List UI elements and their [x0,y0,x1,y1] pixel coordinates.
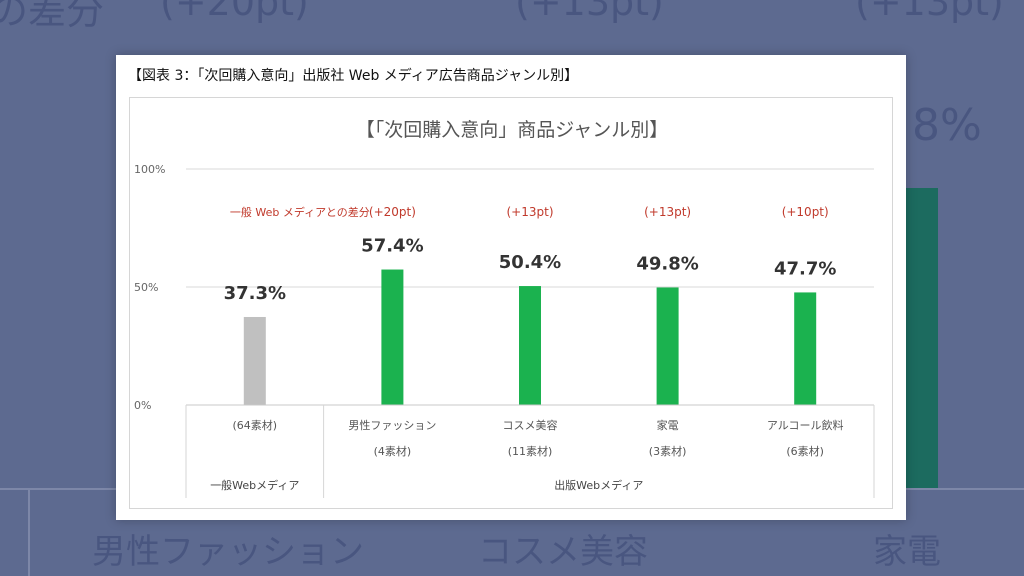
y-tick-label: 50% [134,281,158,294]
bg-category-3: 家電 [873,532,941,572]
bar-1 [381,269,404,405]
bg-category-2: コスメ美容 [478,532,648,572]
bg-diff-value-2: (+13pt) [515,0,664,24]
bar-2 [519,286,541,405]
chart-frame: 【「次回購入意向」商品ジャンル別】 0% 50% 100% 37.3% 一般 Web メデ… [129,97,893,509]
category-label: 男性ファッション [348,418,436,432]
y-tick-label: 100% [134,163,165,176]
figure-caption: 【図表 3：「次回購入意向」出版社 Web メディア広告商品ジャンル別】 [128,68,579,84]
group-label: 一般Webメディア [210,478,299,492]
bar-4 [794,292,817,405]
bg-bar [906,188,938,488]
bar-value-label: 37.3% [224,283,286,304]
diff-label: (+13pt) [506,205,553,219]
bg-category-1: 男性ファッション [92,532,364,572]
bar-3 [656,287,679,405]
diff-label: (+20pt) [369,205,416,219]
bg-diff-label: の差分 [0,0,105,33]
bar-0 [243,316,266,405]
bar-value-label: 50.4% [499,252,561,273]
bar-chart: 【「次回購入意向」商品ジャンル別】 0% 50% 100% 37.3% 一般 Web メデ… [134,119,875,498]
group-label: 出版Webメディア [554,478,643,492]
bg-divider [28,490,30,576]
bar-value-label: 47.7% [774,258,836,279]
category-label: (64素材) [233,418,278,432]
bg-diff-value-1: (+20pt) [160,0,309,24]
y-tick-label: 0% [134,399,151,412]
diff-label: (+13pt) [644,205,691,219]
category-sublabel: (4素材) [374,444,412,458]
chart-title: 【「次回購入意向」商品ジャンル別】 [356,119,669,141]
diff-label: (+10pt) [782,205,829,219]
category-label: コスメ美容 [503,418,558,432]
category-label: アルコール飲料 [767,418,844,432]
category-label: 家電 [657,418,679,432]
bar-value-label: 49.8% [636,253,698,274]
diff-label: 一般 Web メディアとの差分 [230,205,370,219]
bg-diff-value-3: (+13pt) [855,0,1004,24]
category-sublabel: (11素材) [508,444,553,458]
chart-card: 【図表 3：「次回購入意向」出版社 Web メディア広告商品ジャンル別】 【「次… [116,55,906,520]
bar-value-label: 57.4% [361,236,423,257]
bg-percent: 8% [912,100,982,151]
category-sublabel: (6素材) [786,444,824,458]
category-sublabel: (3素材) [649,444,687,458]
